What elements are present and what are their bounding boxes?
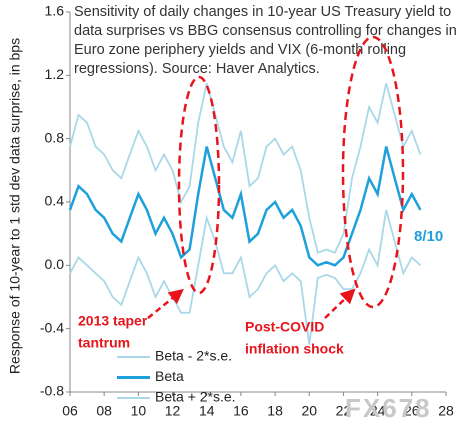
title-box: Sensitivity of daily changes in 10-year … <box>74 4 457 77</box>
x-tick-label: 14 <box>199 403 215 419</box>
legend-label: Beta + 2*s.e. <box>155 389 236 405</box>
arrow <box>324 288 356 319</box>
y-tick-label: 1.2 <box>45 66 65 82</box>
annotation: inflation shock <box>245 341 344 357</box>
y-tick-label: 1.6 <box>45 3 65 19</box>
x-tick-label: 08 <box>96 403 112 419</box>
y-tick-label: 0.0 <box>45 256 65 272</box>
series-line <box>69 209 422 345</box>
highlight-ellipse <box>341 35 405 309</box>
series-line <box>69 83 422 254</box>
x-tick-label: 06 <box>62 403 78 419</box>
y-axis-label: Response of 10-year to 1 std dev data su… <box>7 38 23 374</box>
x-tick-label: 28 <box>438 403 454 419</box>
y-tick-label: 0.4 <box>45 193 65 209</box>
highlight-ellipse <box>177 75 221 295</box>
x-tick-label: 16 <box>233 403 249 419</box>
x-tick-label: 22 <box>336 403 352 419</box>
legend-label: Beta <box>155 368 184 384</box>
annotation: tantrum <box>78 335 130 351</box>
annotation: 8/10 <box>414 228 443 245</box>
y-tick-label: 0.8 <box>45 129 65 145</box>
x-tick-label: 26 <box>404 403 420 419</box>
x-tick-label: 20 <box>301 403 317 419</box>
series-line <box>68 146 422 267</box>
x-tick-label: 24 <box>370 403 386 419</box>
arrow <box>147 288 184 319</box>
annotation: Post-COVID <box>245 319 324 335</box>
x-tick-label: 12 <box>165 403 181 419</box>
legend-label: Beta - 2*s.e. <box>155 348 232 364</box>
y-tick-label: -0.8 <box>40 383 64 399</box>
y-tick-label: -0.4 <box>40 319 64 335</box>
watermark: FX678 <box>345 393 432 423</box>
x-tick-label: 18 <box>267 403 283 419</box>
chart-title: Sensitivity of daily changes in 10-year … <box>74 4 457 77</box>
annotation: 2013 taper <box>78 313 148 329</box>
x-tick-label: 10 <box>131 403 147 419</box>
